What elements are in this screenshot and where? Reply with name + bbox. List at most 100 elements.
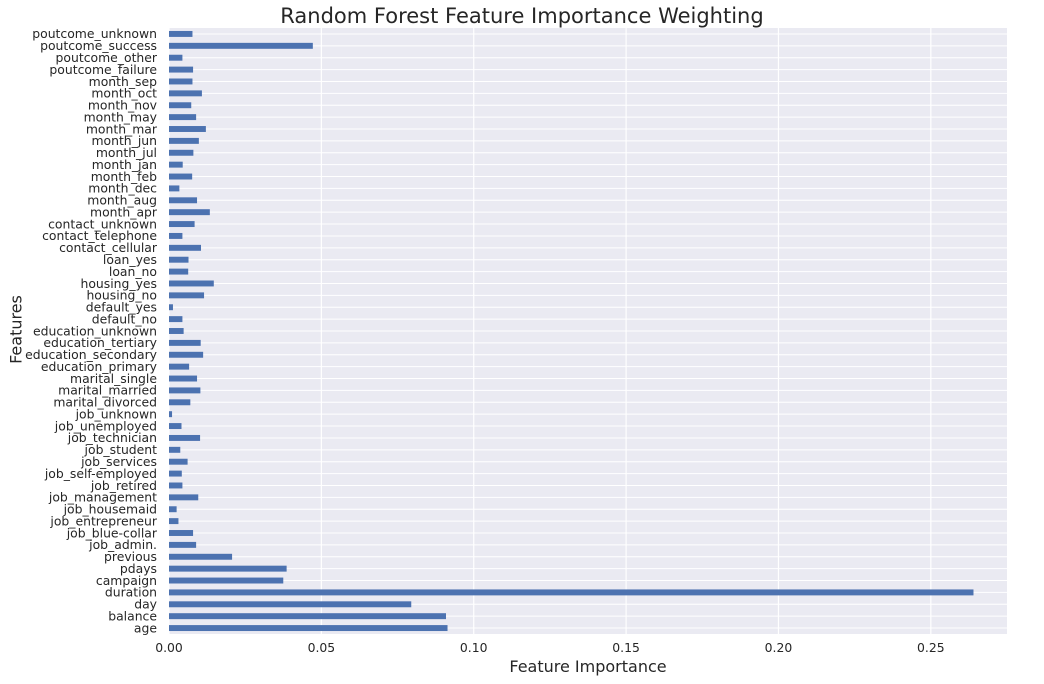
bar <box>169 506 177 513</box>
bar <box>169 328 184 334</box>
bar <box>169 173 193 180</box>
bar <box>169 221 195 228</box>
x-tick-label: 0.05 <box>308 640 336 655</box>
y-tick-label: loan_no <box>109 264 157 279</box>
y-tick-label: day <box>134 597 157 612</box>
bar <box>169 268 189 275</box>
y-tick-label: contact_unknown <box>48 216 157 231</box>
bar <box>169 530 194 536</box>
bar <box>169 66 194 73</box>
bar <box>169 292 205 299</box>
bar <box>169 185 180 192</box>
x-tick-label: 0.20 <box>765 640 793 655</box>
bar <box>169 316 183 323</box>
bar <box>169 589 974 596</box>
y-tick-label: housing_yes <box>80 276 157 291</box>
y-tick-label: default_no <box>92 311 157 326</box>
bar <box>169 30 193 37</box>
x-tick-label: 0.10 <box>460 640 488 655</box>
x-tick-label: 0.25 <box>917 640 945 655</box>
bar <box>169 482 183 489</box>
y-tick-label: job_housemaid <box>63 502 157 517</box>
bar <box>169 411 173 418</box>
bar <box>169 423 182 430</box>
y-tick-label: education_primary <box>41 359 157 374</box>
y-tick-label: education_tertiary <box>43 335 157 350</box>
y-tick-label: age <box>134 620 157 635</box>
y-tick-label: campaign <box>96 573 157 588</box>
bar <box>169 78 193 85</box>
bar <box>169 54 183 61</box>
bar <box>169 494 199 501</box>
bar <box>169 280 214 287</box>
bar <box>169 244 201 251</box>
y-tick-label: month_jul <box>96 145 157 160</box>
x-tick-label: 0.00 <box>155 640 183 655</box>
bar <box>169 161 183 168</box>
bar <box>169 363 190 370</box>
y-tick-label: poutcome_unknown <box>32 26 157 41</box>
bar <box>169 446 181 453</box>
y-tick-label: month_apr <box>90 204 158 219</box>
bar <box>169 625 448 632</box>
y-axis-label: Features <box>6 295 26 364</box>
y-tick-label: job_unemployed <box>54 418 157 433</box>
y-tick-label: month_nov <box>88 98 157 113</box>
bar <box>169 518 179 525</box>
y-tick-label: job_student <box>84 442 158 457</box>
y-tick-label: job_blue-collar <box>66 525 158 540</box>
bar <box>169 209 210 216</box>
y-tick-label: month_aug <box>87 193 157 208</box>
y-tick-label: duration <box>105 585 157 600</box>
y-tick-label: month_may <box>84 109 157 124</box>
bar <box>169 339 201 346</box>
y-tick-label: job_unknown <box>75 406 157 421</box>
y-tick-label: job_services <box>80 454 157 469</box>
bar <box>169 351 204 358</box>
y-tick-label: poutcome_other <box>56 50 158 65</box>
bar <box>169 114 197 121</box>
bar <box>169 42 313 49</box>
y-tick-label: contact_cellular <box>59 240 158 255</box>
bar <box>169 256 189 263</box>
bar <box>169 577 284 584</box>
bar <box>169 541 197 548</box>
y-tick-label: marital_single <box>70 371 157 386</box>
y-tick-label: default_yes <box>86 300 157 315</box>
y-tick-label: month_dec <box>88 181 157 196</box>
y-tick-label: previous <box>104 549 157 564</box>
y-tick-label: job_technician <box>67 430 157 445</box>
y-tick-label: month_mar <box>86 121 158 136</box>
y-tick-label: month_sep <box>89 74 157 89</box>
y-tick-label: month_oct <box>91 86 157 101</box>
y-tick-label: pdays <box>120 561 157 576</box>
y-tick-label: job_management <box>48 490 157 505</box>
bar <box>169 304 173 311</box>
y-tick-label: marital_married <box>58 383 157 398</box>
y-tick-label: poutcome_failure <box>49 62 157 77</box>
y-tick-label: month_jan <box>92 157 157 172</box>
y-tick-label: housing_no <box>86 288 157 303</box>
y-tick-label: balance <box>108 608 157 623</box>
bar <box>169 387 201 394</box>
bar <box>169 553 233 560</box>
bar <box>169 565 287 572</box>
bar <box>169 232 183 239</box>
x-tick-label: 0.15 <box>612 640 640 655</box>
bar <box>169 149 194 156</box>
y-tick-label: job_entrepreneur <box>49 513 158 528</box>
bar <box>169 601 412 608</box>
bar <box>169 137 199 144</box>
bar <box>169 399 191 406</box>
y-tick-label: month_feb <box>91 169 157 184</box>
bar <box>169 375 198 382</box>
bar <box>169 90 202 97</box>
y-tick-label: job_retired <box>90 478 157 493</box>
bar <box>169 434 201 441</box>
y-tick-label: education_secondary <box>25 347 157 362</box>
chart-title: Random Forest Feature Importance Weighti… <box>280 4 764 28</box>
bar <box>169 470 182 477</box>
bar <box>169 197 198 204</box>
bar <box>169 102 192 109</box>
